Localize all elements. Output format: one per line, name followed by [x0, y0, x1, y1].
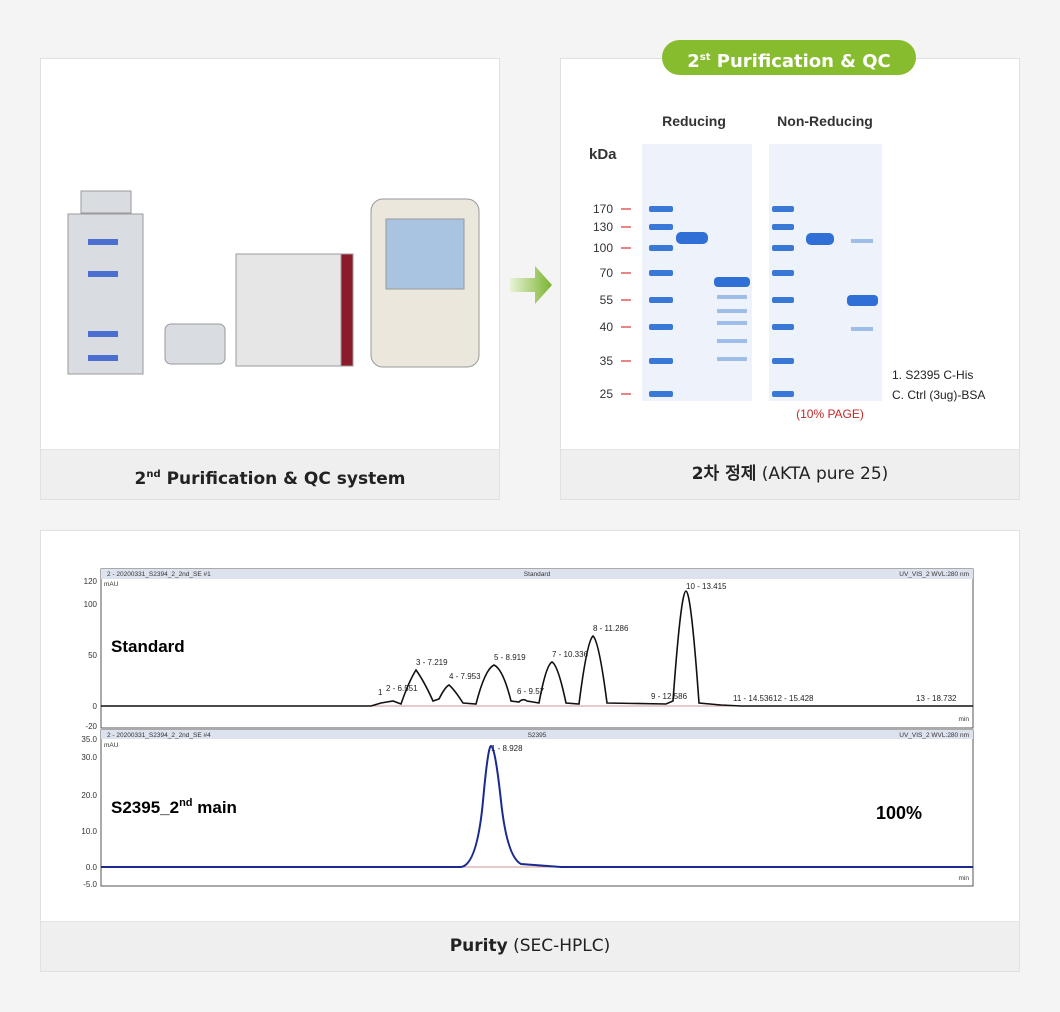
y-tick-label: 50 — [88, 651, 97, 660]
plot-label: Standard — [111, 637, 185, 656]
marker-label: 170 — [593, 202, 613, 216]
plot-header-text: UV_VIS_2 WVL:280 nm — [899, 571, 969, 578]
trace — [101, 590, 973, 707]
marker-band — [649, 391, 673, 397]
marker-band — [772, 245, 794, 251]
marker-band — [772, 206, 794, 212]
panel-gel: Reducing Non-Reducing kDa (10% PAGE) 1. … — [560, 58, 1020, 500]
label-part: main — [193, 798, 237, 817]
caption-text: (AKTA pure 25) — [756, 464, 889, 484]
peak-label: 11 - 14.536 — [733, 694, 773, 703]
marker-label: 40 — [600, 320, 614, 334]
peak-label: 13 - 18.732 — [916, 694, 957, 703]
marker-label: 55 — [600, 293, 614, 307]
y-tick-label: 35.0 — [81, 735, 97, 744]
group-label: Non-Reducing — [777, 113, 873, 129]
peak-label: 9 - 12.586 — [651, 692, 688, 701]
peak-label: 7 - 10.336 — [552, 650, 589, 659]
y-tick-label: 10.0 — [81, 827, 97, 836]
legend-text: 1. S2395 C-His — [892, 368, 973, 382]
badge-sup: st — [699, 52, 711, 63]
caption-text: 2 — [134, 469, 147, 489]
chromatogram: Standard S2395_2nd main 100% 2 - 2020033… — [81, 568, 974, 889]
marker-band — [649, 324, 673, 330]
y-tick-label: 0 — [93, 702, 98, 711]
plot-label: S2395_2nd main — [111, 797, 237, 817]
peak-label: 6 - 9.57 — [517, 687, 545, 696]
label-sup: nd — [179, 797, 192, 809]
caption-text: Purity — [449, 936, 508, 956]
badge-text: Purification & QC — [710, 51, 891, 72]
y-unit: mAU — [104, 581, 119, 588]
plot-frame — [100, 568, 974, 729]
marker-band — [772, 224, 794, 230]
marker-label: 70 — [600, 266, 614, 280]
marker-band — [649, 224, 673, 230]
y-tick-label: 0.0 — [86, 863, 98, 872]
group-label: Reducing — [662, 113, 726, 129]
plot-header — [101, 569, 973, 579]
x-unit: min — [959, 716, 970, 723]
marker-band — [772, 324, 794, 330]
equipment-photo — [67, 190, 480, 375]
badge: 2st Purification & QC — [662, 40, 916, 75]
y-tick-label: -5.0 — [83, 880, 97, 889]
plot-frame — [100, 729, 974, 887]
unit-label: kDa — [589, 146, 617, 163]
y-tick-label: 20.0 — [81, 791, 97, 800]
plot-header-text: 2 - 20200331_S2394_2_2nd_SE #1 — [107, 571, 211, 578]
marker-label: 25 — [600, 387, 614, 401]
label-part: S2395_2 — [111, 798, 179, 817]
marker-band — [772, 297, 794, 303]
marker-label: 35 — [600, 354, 614, 368]
marker-band — [649, 245, 673, 251]
badge-text: 2 — [687, 51, 700, 72]
peak-label: 8 - 11.286 — [593, 624, 629, 633]
y-tick-label: -20 — [85, 722, 97, 731]
peak-label: 5 - 8.919 — [494, 653, 526, 662]
y-tick-label: 30.0 — [81, 753, 97, 762]
marker-label: 100 — [593, 241, 613, 255]
arrow — [510, 266, 552, 304]
caption-sup: nd — [146, 469, 161, 480]
caption: 2차 정제 (AKTA pure 25) — [561, 449, 1019, 499]
peak-label: 1 - 8.928 — [491, 744, 523, 753]
plot-header-text: Standard — [524, 571, 551, 578]
plot-header-text: 2 - 20200331_S2394_2_2nd_SE #4 — [107, 732, 211, 739]
y-unit: mAU — [104, 742, 119, 749]
x-unit: min — [959, 875, 970, 882]
legend-text: C. Ctrl (3ug)-BSA — [892, 388, 985, 402]
caption: 2nd Purification & QC system — [41, 449, 499, 499]
caption: Purity (SEC-HPLC) — [41, 921, 1019, 971]
peak-label: 2 - 6.551 — [386, 684, 418, 693]
gel-note: (10% PAGE) — [796, 407, 864, 421]
peak-label: 10 - 13.415 — [686, 582, 727, 591]
plot-header — [101, 730, 973, 739]
y-tick-label: 100 — [84, 600, 98, 609]
panel-system: 2nd Purification & QC system — [40, 58, 500, 500]
peak-label: 4 - 7.953 — [449, 672, 481, 681]
result: 100% — [876, 803, 922, 823]
caption-text: Purification & QC system — [160, 469, 406, 489]
marker-label: 130 — [593, 220, 613, 234]
marker-band — [649, 358, 673, 364]
plot-header-text: UV_VIS_2 WVL:280 nm — [899, 732, 969, 739]
marker-band — [772, 391, 794, 397]
marker-band — [649, 206, 673, 212]
peak-label: 12 - 15.428 — [773, 694, 814, 703]
marker-band — [772, 270, 794, 276]
peak-label: 3 - 7.219 — [416, 658, 448, 667]
y-tick-label: 120 — [84, 577, 98, 586]
caption-text: (SEC-HPLC) — [507, 936, 611, 956]
marker-band — [772, 358, 794, 364]
caption-text: 2차 정제 — [691, 464, 757, 484]
peak-label: 1 — [378, 688, 383, 697]
trace — [101, 744, 973, 868]
marker-band — [649, 297, 673, 303]
marker-band — [649, 270, 673, 276]
plot-header-text: S2395 — [528, 732, 547, 739]
panel-purity: Standard S2395_2nd main 100% 2 - 2020033… — [40, 530, 1020, 972]
gel-figure: Reducing Non-Reducing kDa (10% PAGE) 1. … — [589, 113, 985, 421]
